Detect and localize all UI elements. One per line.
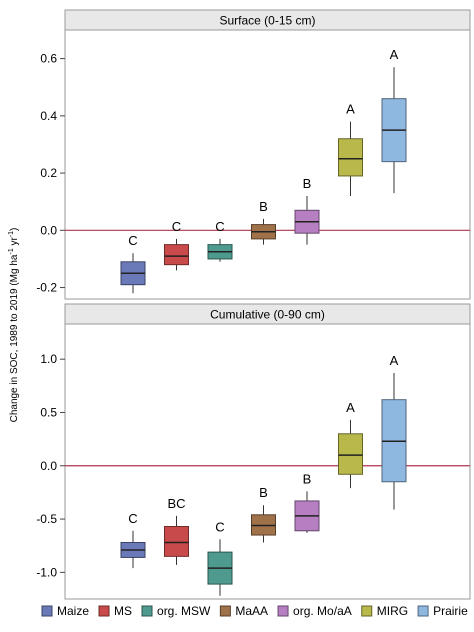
legend-label: MaAA [235,604,268,618]
box-org-msw: C [207,519,233,596]
y-tick-label: 0.0 [40,223,57,237]
legend-item-mirg: MIRG [361,604,408,618]
legend-item-org-msw: org. MSW [141,604,211,618]
legend-swatch [41,605,53,617]
significance-label: C [128,511,137,526]
y-tick-label: 0.5 [40,405,57,419]
box-maaa: B [251,199,276,245]
strip-surface-title: Surface (0-15 cm) [219,14,315,28]
y-tick-label: -0.5 [36,512,57,526]
significance-label: A [390,47,399,62]
box-maize: C [120,233,146,294]
box-mirg: A [338,102,363,196]
legend-swatch [417,605,429,617]
legend-label: org. MSW [157,604,211,618]
legend-label: MIRG [377,604,408,618]
legend-swatch [141,605,153,617]
box-maize: C [120,511,146,569]
legend-item-maaa: MaAA [219,604,268,618]
boxes-surface: C C C B B A A [120,47,407,294]
box-ms: BC [164,496,189,565]
legend-label: org. Mo/aA [293,604,352,618]
significance-label: B [259,199,268,214]
legend-item-ms: MS [98,604,132,618]
y-tick-label: 0.2 [40,166,57,180]
significance-label: BC [167,496,185,511]
significance-label: C [215,519,224,534]
y-axis-surface: -0.2 0.0 0.2 0.4 0.6 [36,52,65,295]
legend-swatch [361,605,373,617]
legend-item-maize: Maize [41,604,89,618]
significance-label: A [346,400,355,415]
box-prairie: A [381,353,407,510]
legend-label: Maize [57,604,89,618]
iqr-box [338,138,363,177]
significance-label: A [390,353,399,368]
box-org-msw: C [207,219,233,262]
y-axis-cumulative: -1.0 -0.5 0.0 0.5 1.0 [36,352,65,579]
y-tick-label: 0.0 [40,459,57,473]
significance-label: B [259,485,268,500]
boxes-cumulative: C BC C B B A A [120,353,407,596]
box-ms: C [164,219,189,271]
significance-label: C [172,219,181,234]
y-axis-title: Change in SOC, 1989 to 2019 (Mg ha-1 yr-… [8,228,20,423]
box-org-mo-aa: B [294,176,320,245]
y-tick-label: -0.2 [36,281,57,295]
significance-label: A [346,102,355,117]
legend: Maize MS org. MSW MaAA org. Mo/aA MIRG Prairie [41,604,468,618]
panel-surface: Surface (0-15 cm) -0.2 0.0 0.2 0.4 0.6 C C C B B… [36,9,471,300]
legend-item-prairie: Prairie [417,604,468,618]
iqr-box [338,433,363,475]
panel-cumulative: Cumulative (0-90 cm) -1.0 -0.5 0.0 0.5 1.0 C… [36,303,471,600]
legend-label: MS [114,604,132,618]
box-mirg: A [338,400,363,489]
legend-swatch [277,605,289,617]
iqr-box [164,526,189,557]
legend-label: Prairie [433,604,468,618]
box-prairie: A [381,47,407,194]
legend-item-org-mo-aa: org. Mo/aA [277,604,352,618]
y-tick-label: 0.6 [40,52,57,66]
y-tick-label: -1.0 [36,565,57,579]
y-tick-label: 0.4 [40,109,57,123]
iqr-box [164,244,189,266]
significance-label: C [215,219,224,234]
legend-swatch [98,605,110,617]
box-org-mo-aa: B [294,471,320,533]
significance-label: B [303,471,312,486]
significance-label: B [303,176,312,191]
y-tick-label: 1.0 [40,352,57,366]
legend-swatch [219,605,231,617]
strip-cumulative-title: Cumulative (0-90 cm) [210,308,325,322]
significance-label: C [128,233,137,248]
plot-area-surface [64,29,471,300]
box-maaa: B [251,485,276,543]
